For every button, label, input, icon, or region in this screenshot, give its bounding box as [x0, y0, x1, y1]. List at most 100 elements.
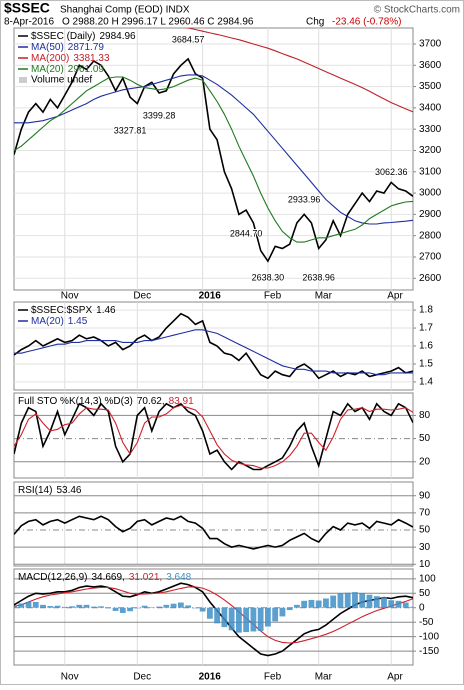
histogram-bar: [18, 603, 25, 608]
y-tick-label: 1.7: [419, 323, 433, 334]
y-tick-label: 3300: [419, 124, 442, 135]
histogram-bar: [301, 600, 308, 608]
y-tick-label: 30: [419, 542, 431, 553]
x-tick-label: Apr: [387, 291, 403, 302]
y-tick-label: 50: [419, 588, 431, 599]
y-tick-label: 2800: [419, 230, 442, 241]
instrument-name: Shanghai Comp (EOD) INDX: [60, 5, 190, 16]
legend-value: 2984.96: [99, 31, 136, 42]
legend-name: MA(200): [31, 53, 69, 64]
legend: RSI(14) 53.46: [18, 485, 82, 496]
annotation: 3684.57: [172, 35, 205, 45]
x-tick-label: 2016: [199, 672, 222, 683]
legend: $SSEC (Daily) 2984.96: [31, 31, 136, 42]
series-line: [14, 402, 413, 471]
quote: O 2988.20 H 2996.17 L 2960.46 C 2984.96: [62, 17, 254, 28]
histogram-bar: [373, 596, 380, 608]
y-tick-label: 90: [419, 490, 431, 501]
y-tick-label: 10: [419, 559, 431, 570]
legend-name: MA(20): [31, 316, 64, 327]
histogram-bar: [61, 606, 68, 608]
histogram-bar: [366, 594, 373, 608]
y-tick-label: 2900: [419, 209, 442, 220]
histogram-bar: [221, 607, 228, 628]
histogram-bar: [257, 607, 264, 631]
legend: Full STO %K(14,3) %D(3) 70.62, 83.91: [18, 396, 194, 407]
y-tick-label: 0: [419, 602, 425, 613]
x-tick-label: Mar: [315, 291, 333, 302]
histogram-bar: [402, 602, 409, 608]
histogram-bar: [344, 592, 351, 608]
plot-area: [14, 482, 413, 566]
histogram-bar: [105, 607, 112, 609]
histogram-bar: [32, 601, 39, 608]
histogram-bar: [156, 606, 162, 608]
y-tick-label: 1.6: [419, 341, 433, 352]
histogram-bar: [119, 607, 126, 613]
histogram-bar: [235, 607, 242, 633]
histogram-bar: [315, 600, 322, 608]
legend-value: 31.021,: [129, 572, 162, 583]
x-tick-label: Feb: [264, 291, 282, 302]
y-tick-label: 70: [419, 507, 431, 518]
x-tick-label: 2016: [199, 291, 222, 302]
annotation: 2638.30: [252, 273, 285, 283]
histogram-bar: [112, 607, 119, 611]
legend: MA(50) 2871.79: [31, 42, 104, 53]
y-tick-label: -150: [419, 646, 439, 657]
histogram-bar: [352, 592, 358, 608]
legend-value: 1.46: [96, 305, 116, 316]
histogram-bar: [272, 607, 279, 622]
histogram-bar: [359, 593, 366, 608]
legend-value: 70.62,: [137, 396, 165, 407]
histogram-bar: [243, 607, 250, 633]
histogram-bar: [381, 597, 387, 608]
legend: MA(20) 1.45: [31, 316, 88, 327]
histogram-bar: [294, 604, 300, 608]
y-tick-label: 3600: [419, 60, 442, 71]
histogram-bar: [25, 601, 32, 608]
legend: MACD(12,26,9) 34.669, 31.021, 3.648: [18, 572, 192, 583]
legend-value: 83.91: [169, 396, 194, 407]
legend-label: RSI(14): [18, 485, 52, 496]
y-tick-label: 3400: [419, 103, 442, 114]
series-line: [184, 28, 413, 113]
series-line: [14, 74, 413, 225]
series-line: [14, 312, 413, 380]
histogram-bar: [170, 603, 177, 608]
histogram-bar: [163, 604, 170, 608]
change: -23.46 (-0.78%): [332, 17, 401, 28]
y-tick-label: 3100: [419, 166, 442, 177]
legend-value: 53.46: [56, 485, 81, 496]
legend-swatch: [19, 77, 27, 83]
series-line: [14, 582, 413, 657]
legend-name: MA(50): [31, 42, 64, 53]
legend-name: MA(20): [31, 64, 64, 75]
series-line: [14, 515, 413, 550]
histogram-bar: [141, 605, 148, 608]
histogram-bar: [388, 600, 395, 608]
histogram-bar: [395, 600, 402, 608]
y-tick-label: 3000: [419, 188, 442, 199]
legend-value: 34.669,: [91, 572, 124, 583]
histogram-bar: [148, 607, 155, 608]
histogram-bar: [286, 607, 293, 611]
y-tick-label: -50: [419, 617, 434, 628]
x-tick-label: Mar: [315, 672, 333, 683]
x-tick-label: Dec: [133, 291, 151, 302]
histogram-bar: [308, 599, 315, 608]
legend-value: 2961.09: [68, 64, 105, 75]
series-line: [14, 404, 413, 469]
histogram-bar: [69, 606, 75, 608]
y-tick-label: 50: [419, 525, 431, 536]
histogram-bar: [76, 604, 83, 608]
histogram-bar: [323, 598, 329, 608]
histogram-bar: [83, 604, 90, 608]
histogram-bar: [214, 607, 221, 624]
histogram-bar: [54, 605, 61, 608]
change-label: Chg: [306, 17, 324, 28]
legend-name: $SSEC:$SPX: [31, 305, 92, 316]
histogram-bar: [330, 595, 337, 608]
x-tick-label: Nov: [61, 291, 79, 302]
